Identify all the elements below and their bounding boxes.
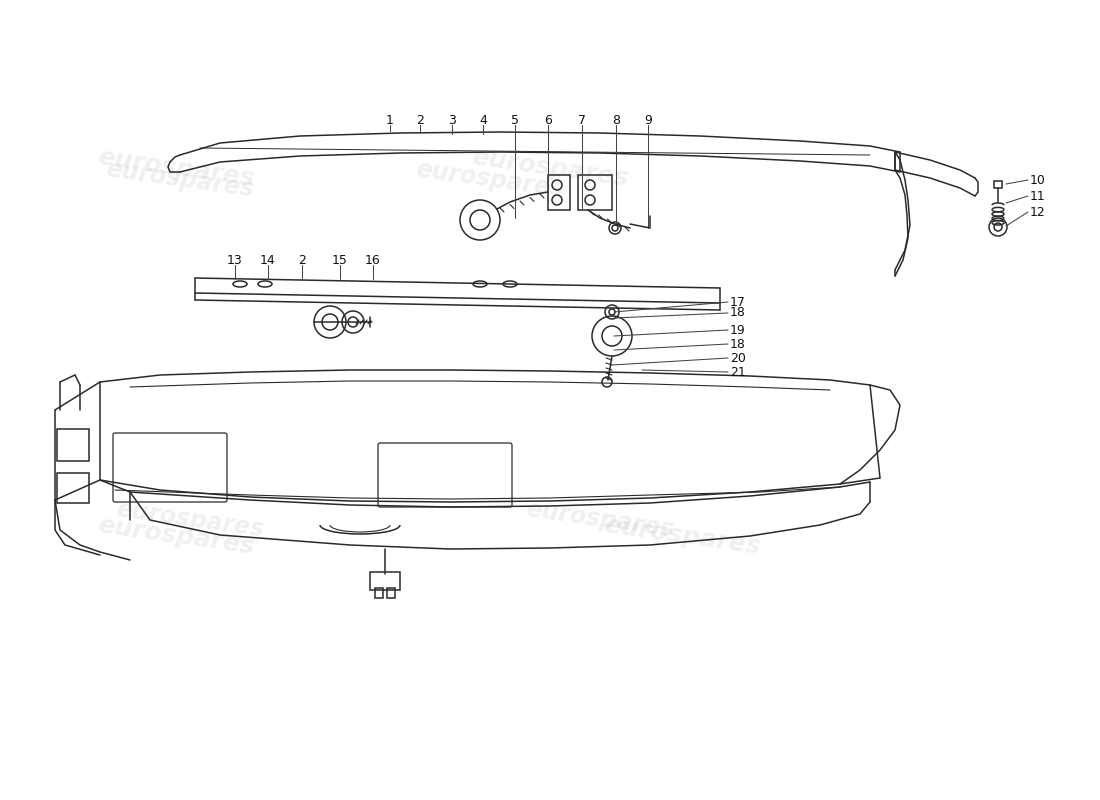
Text: eurospares: eurospares xyxy=(470,145,630,191)
Text: 17: 17 xyxy=(730,295,746,309)
Text: 9: 9 xyxy=(645,114,652,126)
Bar xyxy=(370,572,400,590)
Text: 6: 6 xyxy=(544,114,552,126)
Bar xyxy=(375,588,383,598)
Text: 13: 13 xyxy=(227,254,243,266)
Text: eurospares: eurospares xyxy=(114,498,266,542)
Text: eurospares: eurospares xyxy=(96,513,256,559)
Text: 16: 16 xyxy=(365,254,381,266)
Text: eurospares: eurospares xyxy=(525,498,675,542)
Bar xyxy=(387,588,395,598)
Text: 14: 14 xyxy=(260,254,276,266)
Text: 7: 7 xyxy=(578,114,586,126)
Text: 19: 19 xyxy=(730,323,746,337)
Text: 21: 21 xyxy=(730,366,746,378)
Bar xyxy=(994,181,1002,188)
Text: 1: 1 xyxy=(386,114,394,126)
Text: 4: 4 xyxy=(480,114,487,126)
Text: eurospares: eurospares xyxy=(602,513,762,559)
Text: 18: 18 xyxy=(730,306,746,319)
Text: 8: 8 xyxy=(612,114,620,126)
Bar xyxy=(578,175,612,210)
Text: eurospares: eurospares xyxy=(96,145,256,191)
Text: 12: 12 xyxy=(1030,206,1046,218)
Text: 2: 2 xyxy=(416,114,424,126)
Text: 5: 5 xyxy=(512,114,519,126)
Text: 20: 20 xyxy=(730,351,746,365)
Text: 10: 10 xyxy=(1030,174,1046,186)
Text: 2: 2 xyxy=(298,254,306,266)
Text: 15: 15 xyxy=(332,254,348,266)
Bar xyxy=(548,175,570,210)
Text: 18: 18 xyxy=(730,338,746,350)
Text: eurospares: eurospares xyxy=(415,158,565,202)
Text: 11: 11 xyxy=(1030,190,1046,202)
Text: eurospares: eurospares xyxy=(104,158,255,202)
Text: 3: 3 xyxy=(448,114,455,126)
